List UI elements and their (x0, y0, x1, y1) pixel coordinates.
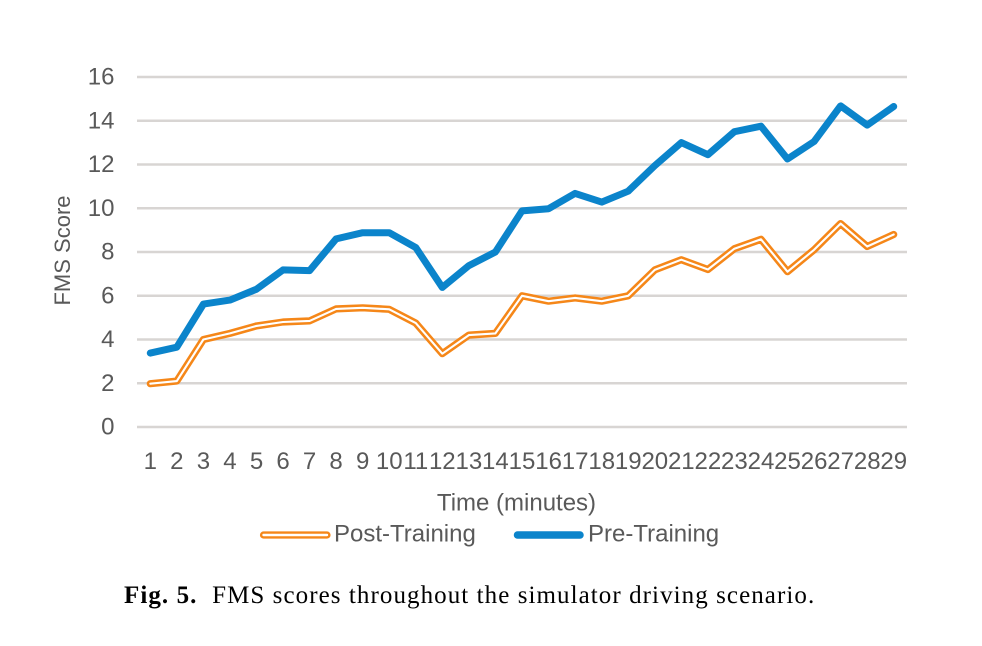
svg-text:20: 20 (641, 448, 668, 475)
svg-text:2: 2 (170, 448, 183, 475)
svg-text:6: 6 (101, 282, 114, 309)
svg-text:23: 23 (721, 448, 748, 475)
svg-text:19: 19 (615, 448, 642, 475)
svg-text:15: 15 (509, 448, 536, 475)
svg-text:8: 8 (101, 239, 114, 266)
svg-text:3: 3 (197, 448, 210, 475)
svg-text:1: 1 (144, 448, 157, 475)
svg-text:Post-Training: Post-Training (334, 521, 476, 548)
svg-text:16: 16 (535, 448, 562, 475)
svg-text:25: 25 (774, 448, 801, 475)
svg-text:11: 11 (403, 448, 428, 475)
svg-text:17: 17 (562, 448, 589, 475)
svg-text:22: 22 (695, 448, 722, 475)
svg-text:5: 5 (250, 448, 263, 475)
svg-text:12: 12 (429, 448, 456, 475)
svg-text:Time (minutes): Time (minutes) (437, 490, 596, 517)
svg-text:FMS Score: FMS Score (50, 195, 75, 305)
svg-text:14: 14 (482, 448, 509, 475)
svg-text:28: 28 (854, 448, 881, 475)
svg-text:21: 21 (668, 448, 695, 475)
svg-text:Pre-Training: Pre-Training (588, 521, 719, 548)
svg-text:4: 4 (101, 326, 114, 353)
svg-text:18: 18 (588, 448, 615, 475)
svg-text:7: 7 (303, 448, 316, 475)
svg-text:8: 8 (329, 448, 342, 475)
svg-text:4: 4 (223, 448, 236, 475)
svg-text:12: 12 (88, 151, 115, 178)
svg-text:29: 29 (880, 448, 907, 475)
svg-text:13: 13 (456, 448, 483, 475)
svg-text:6: 6 (276, 448, 289, 475)
svg-text:24: 24 (748, 448, 775, 475)
svg-text:26: 26 (801, 448, 828, 475)
svg-text:27: 27 (827, 448, 854, 475)
svg-text:10: 10 (376, 448, 403, 475)
svg-text:16: 16 (88, 64, 115, 91)
svg-text:9: 9 (356, 448, 369, 475)
svg-text:0: 0 (101, 414, 114, 441)
svg-text:10: 10 (88, 195, 115, 222)
svg-text:2: 2 (101, 370, 114, 397)
svg-text:14: 14 (88, 107, 115, 134)
